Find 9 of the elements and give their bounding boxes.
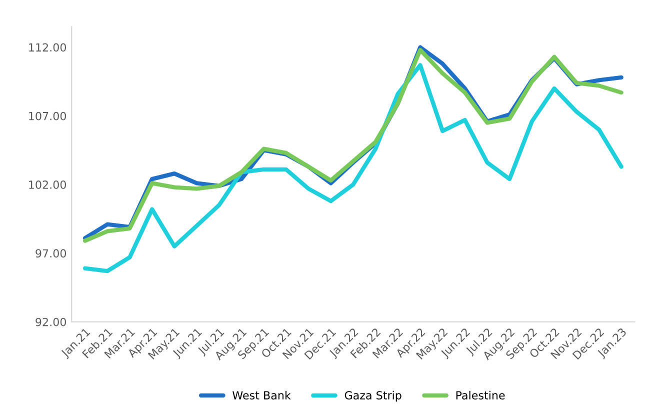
y-tick-label: 92.00 (36, 318, 66, 326)
y-tick-label: 102.00 (29, 180, 66, 189)
y-tick-label: 112.00 (29, 43, 66, 52)
legend-label: Gaza Strip (344, 390, 402, 402)
line-series (82, 63, 624, 274)
y-tick-label: 97.00 (36, 249, 66, 258)
legend-label: Palestine (456, 390, 505, 400)
y-tick-label: 107.00 (29, 112, 66, 120)
legend-label: West Bank (232, 390, 291, 400)
